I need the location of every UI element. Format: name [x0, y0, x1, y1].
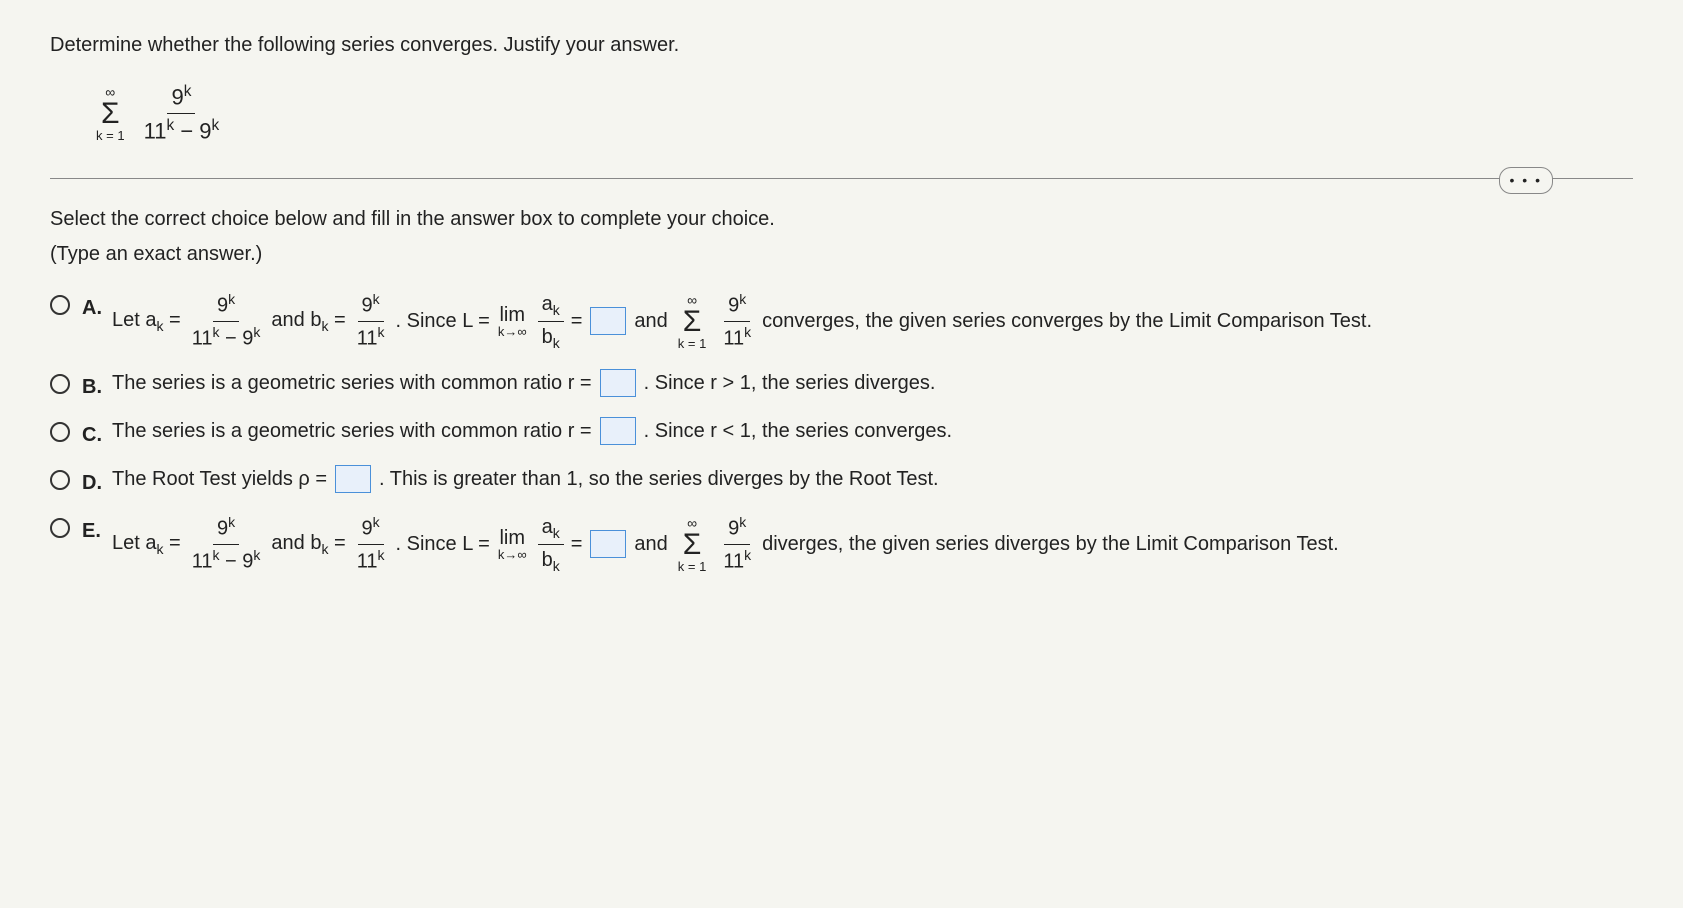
and-bk-e: and bk =	[271, 528, 345, 560]
question-prompt: Determine whether the following series c…	[50, 30, 1633, 60]
choice-d-body: The Root Test yields ρ = . This is great…	[112, 464, 1633, 494]
sum-sigma-e: ∞ Σ k = 1	[678, 516, 707, 573]
choice-a: A. Let ak = 9k 11k − 9k and bk = 9k 11k …	[50, 289, 1633, 354]
and-text-e: and	[634, 529, 667, 559]
bk-fraction-e: 9k 11k	[353, 512, 389, 576]
let-ak: Let ak =	[112, 305, 181, 337]
num-exp: k	[184, 83, 192, 100]
and-text: and	[634, 306, 667, 336]
series-numerator: 9k	[167, 80, 195, 114]
den-a-exp: k	[167, 117, 175, 134]
choice-c: C. The series is a geometric series with…	[50, 416, 1633, 450]
sum-sigma: ∞ Σ k = 1	[678, 293, 707, 350]
limit-block: lim k→∞	[498, 305, 527, 338]
c-text1: The series is a geometric series with co…	[112, 416, 592, 446]
choice-d-label: D.	[82, 468, 112, 498]
since-text: . Since L =	[396, 306, 490, 336]
radio-c[interactable]	[50, 422, 70, 442]
tail-text: converges, the given series converges by…	[762, 306, 1372, 336]
b-text2: . Since r > 1, the series diverges.	[644, 368, 936, 398]
eq-text-e: =	[571, 529, 583, 559]
choice-b-label: B.	[82, 372, 112, 402]
choice-e-body: Let ak = 9k 11k − 9k and bk = 9k 11k . S…	[112, 512, 1633, 577]
and-bk: and bk =	[271, 305, 345, 337]
series-fraction: 9k 11k − 9k	[140, 80, 224, 148]
b-text1: The series is a geometric series with co…	[112, 368, 592, 398]
series-denominator: 11k − 9k	[140, 114, 224, 147]
ratio-fraction: ak bk	[538, 289, 564, 354]
sub-instruction-text: (Type an exact answer.)	[50, 239, 1633, 269]
ak-fraction-e: 9k 11k − 9k	[188, 512, 265, 576]
choice-a-label: A.	[82, 293, 112, 323]
choice-b: B. The series is a geometric series with…	[50, 368, 1633, 402]
choice-e: E. Let ak = 9k 11k − 9k and bk = 9k 11k …	[50, 512, 1633, 577]
radio-d[interactable]	[50, 470, 70, 490]
series-expression: ∞ Σ k = 1 9k 11k − 9k	[90, 80, 1633, 148]
den-b: 9	[199, 119, 211, 144]
instruction-text: Select the correct choice below and fill…	[50, 204, 1633, 234]
answer-box-c[interactable]	[600, 417, 636, 445]
sum-fraction: 9k 11k	[719, 289, 755, 353]
num-base: 9	[171, 84, 183, 109]
divider: • • •	[50, 178, 1633, 179]
sigma-lower: k = 1	[96, 129, 125, 142]
ratio-fraction-e: ak bk	[538, 512, 564, 577]
den-b-exp: k	[212, 117, 220, 134]
choice-c-label: C.	[82, 420, 112, 450]
answer-box-d[interactable]	[335, 465, 371, 493]
d-text2: . This is greater than 1, so the series …	[379, 464, 939, 494]
sigma-glyph: Σ	[101, 99, 120, 129]
answer-box-a[interactable]	[590, 307, 626, 335]
radio-b[interactable]	[50, 374, 70, 394]
den-a: 11	[144, 119, 167, 144]
sigma-symbol: ∞ Σ k = 1	[96, 85, 125, 142]
radio-e[interactable]	[50, 518, 70, 538]
tail-text-e: diverges, the given series diverges by t…	[762, 529, 1339, 559]
more-icon[interactable]: • • •	[1499, 167, 1553, 194]
answer-box-e[interactable]	[590, 530, 626, 558]
choice-c-body: The series is a geometric series with co…	[112, 416, 1633, 446]
answer-box-b[interactable]	[600, 369, 636, 397]
choice-d: D. The Root Test yields ρ = . This is gr…	[50, 464, 1633, 498]
radio-a[interactable]	[50, 295, 70, 315]
let-ak-e: Let ak =	[112, 528, 181, 560]
choice-b-body: The series is a geometric series with co…	[112, 368, 1633, 398]
ak-fraction: 9k 11k − 9k	[188, 289, 265, 353]
d-text1: The Root Test yields ρ =	[112, 464, 327, 494]
eq-text: =	[571, 306, 583, 336]
c-text2: . Since r < 1, the series converges.	[644, 416, 953, 446]
since-text-e: . Since L =	[396, 529, 490, 559]
choice-a-body: Let ak = 9k 11k − 9k and bk = 9k 11k . S…	[112, 289, 1633, 354]
choice-e-label: E.	[82, 516, 112, 546]
sum-fraction-e: 9k 11k	[719, 512, 755, 576]
limit-block-e: lim k→∞	[498, 528, 527, 561]
bk-fraction: 9k 11k	[353, 289, 389, 353]
